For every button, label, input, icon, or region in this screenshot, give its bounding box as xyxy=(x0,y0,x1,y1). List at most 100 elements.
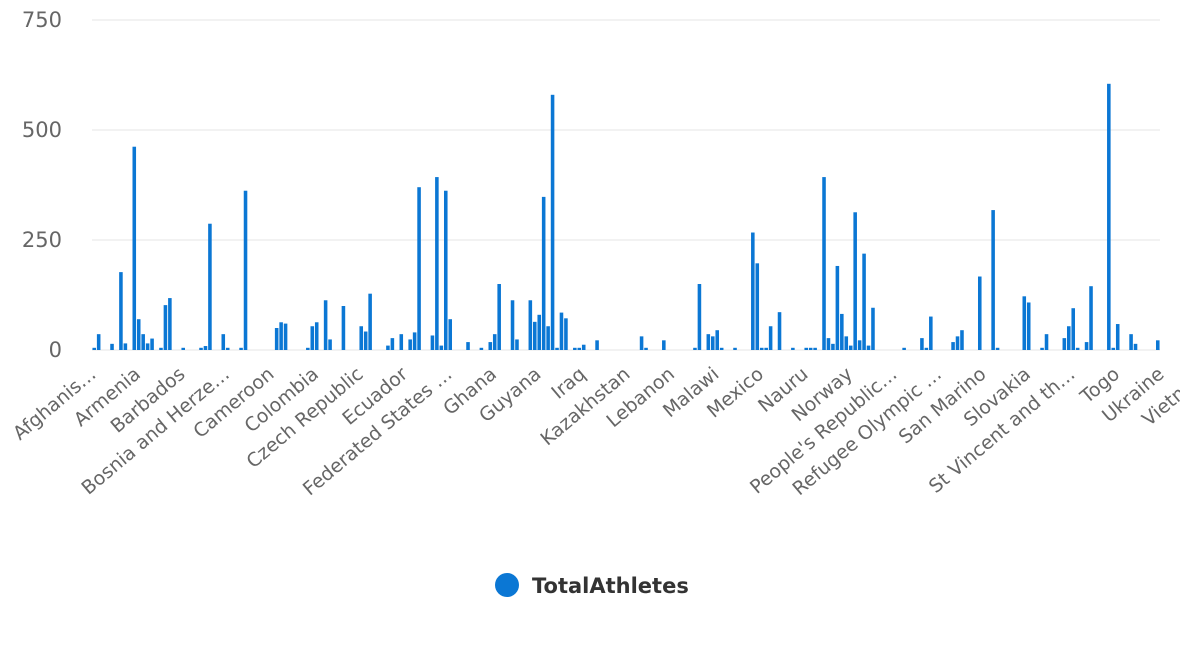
bar[interactable] xyxy=(243,190,248,350)
bar[interactable] xyxy=(159,347,163,350)
bar[interactable] xyxy=(283,323,288,350)
bar[interactable] xyxy=(123,343,128,350)
bar[interactable] xyxy=(181,347,186,350)
bar[interactable] xyxy=(697,284,702,350)
bar[interactable] xyxy=(1040,347,1044,350)
bar[interactable] xyxy=(274,328,279,350)
bar[interactable] xyxy=(835,265,840,350)
bar[interactable] xyxy=(1044,334,1049,350)
bar[interactable] xyxy=(1111,347,1116,350)
bar[interactable] xyxy=(715,330,720,350)
bar[interactable] xyxy=(497,284,501,350)
bar[interactable] xyxy=(1026,302,1031,350)
bar[interactable] xyxy=(955,336,960,350)
bar[interactable] xyxy=(279,322,283,350)
bar[interactable] xyxy=(1075,347,1080,350)
bar[interactable] xyxy=(368,293,372,350)
bar[interactable] xyxy=(1062,338,1067,350)
bar[interactable] xyxy=(150,338,154,350)
bar[interactable] xyxy=(826,338,831,350)
bar[interactable] xyxy=(532,321,537,350)
bar[interactable] xyxy=(1129,334,1133,350)
bar[interactable] xyxy=(546,326,550,350)
bar[interactable] xyxy=(417,187,421,350)
bar[interactable] xyxy=(1089,286,1093,350)
bar[interactable] xyxy=(443,190,448,350)
bar[interactable] xyxy=(1071,308,1076,350)
bar[interactable] xyxy=(866,345,871,350)
bar[interactable] xyxy=(991,210,995,350)
bar[interactable] xyxy=(951,342,955,350)
bar[interactable] xyxy=(902,347,906,350)
bar[interactable] xyxy=(822,177,826,350)
bar[interactable] xyxy=(719,347,724,350)
bar[interactable] xyxy=(225,347,230,350)
bar[interactable] xyxy=(479,347,484,350)
bar[interactable] xyxy=(136,319,141,350)
bar[interactable] xyxy=(430,335,435,350)
bar[interactable] xyxy=(804,347,809,350)
bar[interactable] xyxy=(528,300,533,350)
bar[interactable] xyxy=(390,338,395,350)
bar[interactable] xyxy=(199,347,203,350)
bar[interactable] xyxy=(110,343,114,350)
bar[interactable] xyxy=(733,347,737,350)
bar[interactable] xyxy=(399,334,404,350)
bar[interactable] xyxy=(710,336,715,350)
bar[interactable] xyxy=(639,336,644,350)
bar[interactable] xyxy=(564,318,568,350)
bar[interactable] xyxy=(96,334,101,350)
bar[interactable] xyxy=(960,330,964,350)
bar[interactable] xyxy=(573,347,577,350)
bar[interactable] xyxy=(1133,343,1138,350)
bar[interactable] xyxy=(306,347,310,350)
bar[interactable] xyxy=(644,347,648,350)
bar[interactable] xyxy=(1066,326,1071,350)
bar[interactable] xyxy=(141,334,145,350)
bar[interactable] xyxy=(759,347,764,350)
bar[interactable] xyxy=(813,347,817,350)
bar[interactable] xyxy=(559,312,564,350)
bar[interactable] xyxy=(92,347,97,350)
bar[interactable] xyxy=(1022,296,1027,350)
bar[interactable] xyxy=(693,347,697,350)
legend[interactable]: TotalAthletes xyxy=(495,573,689,598)
bar[interactable] xyxy=(239,347,243,350)
bar[interactable] xyxy=(662,340,666,350)
bar[interactable] xyxy=(132,146,137,350)
bar[interactable] xyxy=(853,212,857,350)
bar[interactable] xyxy=(163,305,168,350)
bar[interactable] xyxy=(328,339,332,350)
bar[interactable] xyxy=(840,313,844,350)
bar[interactable] xyxy=(555,347,559,350)
bar[interactable] xyxy=(595,340,599,350)
bar[interactable] xyxy=(764,347,768,350)
bar[interactable] xyxy=(439,345,444,350)
bar[interactable] xyxy=(1107,83,1111,351)
bar[interactable] xyxy=(844,336,849,350)
bar[interactable] xyxy=(977,276,982,350)
bar[interactable] xyxy=(119,272,123,350)
bar[interactable] xyxy=(768,326,773,350)
bar[interactable] xyxy=(848,345,853,350)
bar[interactable] xyxy=(1084,342,1089,350)
bar[interactable] xyxy=(386,345,390,350)
bar[interactable] xyxy=(221,334,226,350)
bar[interactable] xyxy=(995,347,1000,350)
bar[interactable] xyxy=(314,322,319,350)
bar[interactable] xyxy=(777,312,782,350)
bar[interactable] xyxy=(145,343,150,350)
bar[interactable] xyxy=(168,298,172,350)
bar[interactable] xyxy=(1115,324,1120,350)
bar[interactable] xyxy=(510,300,515,350)
bar[interactable] xyxy=(924,347,929,350)
bar[interactable] xyxy=(435,177,439,350)
bar[interactable] xyxy=(310,326,315,350)
bar[interactable] xyxy=(808,347,813,350)
bar[interactable] xyxy=(359,326,364,350)
bar[interactable] xyxy=(755,263,760,350)
bar[interactable] xyxy=(857,340,862,350)
bar[interactable] xyxy=(831,343,835,350)
bar[interactable] xyxy=(363,331,368,350)
bar[interactable] xyxy=(706,334,711,350)
